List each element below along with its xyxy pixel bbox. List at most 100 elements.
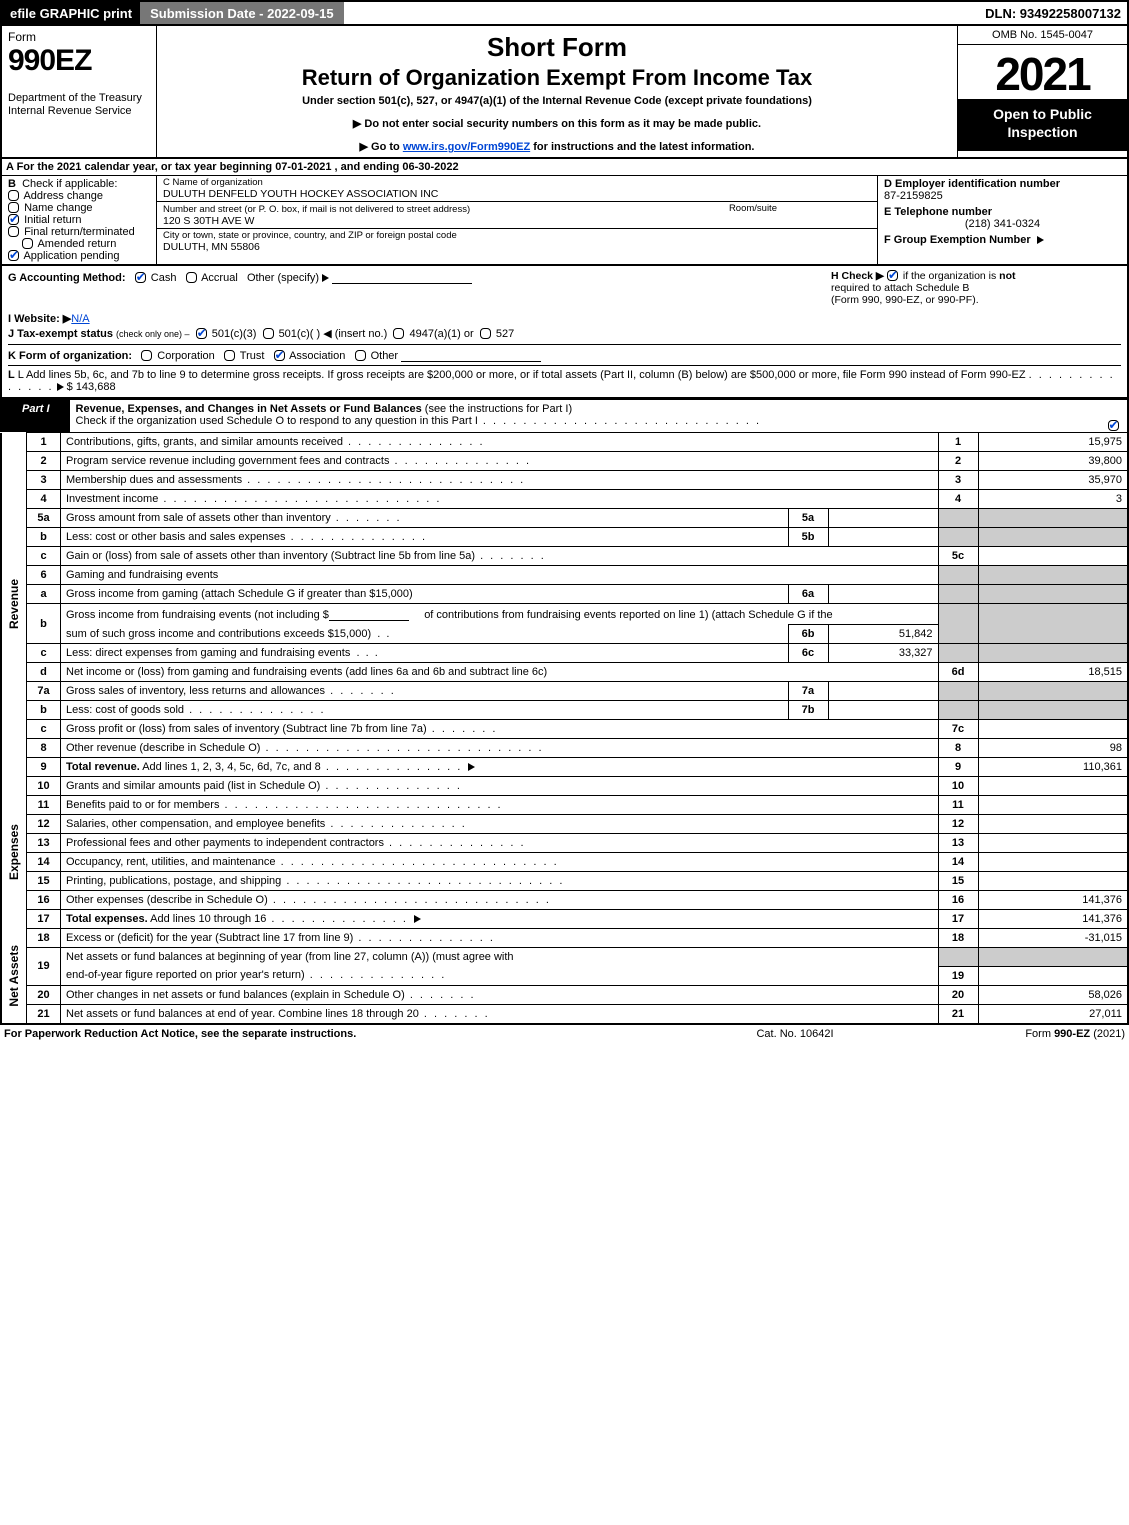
- lbl-501c: 501(c)( ): [279, 328, 321, 340]
- c-street-row: Number and street (or P. O. box, if mail…: [157, 202, 877, 229]
- h-text1: H Check ▶: [831, 270, 884, 282]
- l6b-blank[interactable]: [329, 607, 409, 621]
- l6b-desc3: sum of such gross income and contributio…: [61, 625, 789, 644]
- col-b: B Check if applicable: Address change Na…: [2, 176, 157, 264]
- chk-assoc[interactable]: [274, 350, 285, 361]
- f-row: F Group Exemption Number: [878, 232, 1127, 248]
- arrow-icon: [1037, 236, 1044, 244]
- l19-desc1: Net assets or fund balances at beginning…: [61, 948, 939, 967]
- chk-501c[interactable]: [263, 328, 274, 339]
- chk-amended-return[interactable]: [22, 238, 33, 249]
- l-row: L L Add lines 5b, 6c, and 7b to line 9 t…: [8, 365, 1121, 393]
- h-row: H Check ▶ if the organization is not req…: [821, 270, 1121, 306]
- chk-corp[interactable]: [141, 350, 152, 361]
- dots: [478, 415, 761, 427]
- chk-501c3[interactable]: [196, 328, 207, 339]
- l5b-num: b: [27, 528, 61, 547]
- chk-accrual[interactable]: [186, 272, 197, 283]
- other-specify-field[interactable]: [332, 270, 472, 284]
- l2-rnum: 2: [938, 452, 978, 471]
- l4-desc: Investment income: [61, 490, 939, 509]
- ein-value: 87-2159825: [884, 190, 943, 202]
- header-left: Form 990EZ Department of the Treasury In…: [2, 26, 157, 157]
- l4-rnum: 4: [938, 490, 978, 509]
- footer-form-pre: Form: [1025, 1028, 1054, 1040]
- link-pre: ▶ Go to: [360, 141, 403, 153]
- chk-other-org[interactable]: [355, 350, 366, 361]
- link-post: for instructions and the latest informat…: [530, 141, 754, 153]
- part-i-header: Part I Revenue, Expenses, and Changes in…: [0, 399, 1129, 432]
- l21-desc: Net assets or fund balances at end of ye…: [61, 1004, 939, 1024]
- form-title-long: Return of Organization Exempt From Incom…: [165, 65, 949, 91]
- l1-rval: 15,975: [978, 433, 1128, 452]
- l11-rval: [978, 796, 1128, 815]
- l5b-desc: Less: cost or other basis and sales expe…: [61, 528, 789, 547]
- l3-num: 3: [27, 471, 61, 490]
- f-label: F Group Exemption Number: [884, 234, 1031, 246]
- chk-527[interactable]: [480, 328, 491, 339]
- col-c: C Name of organization DULUTH DENFELD YO…: [157, 176, 877, 264]
- l5c-num: c: [27, 547, 61, 566]
- other-org-field[interactable]: [401, 348, 541, 362]
- line-10: Expenses 10 Grants and similar amounts p…: [1, 777, 1128, 796]
- i-label: I Website: ▶: [8, 313, 71, 325]
- c-street-cap: Number and street (or P. O. box, if mail…: [163, 204, 470, 215]
- line-6d: d Net income or (loss) from gaming and f…: [1, 663, 1128, 682]
- chk-schedule-o[interactable]: [1108, 420, 1119, 431]
- h-text4: (Form 990, 990-EZ, or 990-PF).: [831, 294, 979, 306]
- irs-link[interactable]: www.irs.gov/Form990EZ: [403, 141, 530, 153]
- e-label: E Telephone number: [884, 206, 992, 218]
- chk-cash[interactable]: [135, 272, 146, 283]
- g-row: G Accounting Method: Cash Accrual Other …: [8, 270, 821, 306]
- line-7a: 7a Gross sales of inventory, less return…: [1, 682, 1128, 701]
- b-label: B: [8, 178, 16, 190]
- l7a-inlab: 7a: [788, 682, 828, 701]
- chk-sched-b[interactable]: [887, 270, 898, 281]
- l13-num: 13: [27, 834, 61, 853]
- l6a-num: a: [27, 585, 61, 604]
- chk-final-return[interactable]: [8, 226, 19, 237]
- l16-desc: Other expenses (describe in Schedule O): [61, 891, 939, 910]
- l19-num: 19: [27, 948, 61, 986]
- form-note-link: ▶ Go to www.irs.gov/Form990EZ for instru…: [165, 140, 949, 153]
- l5b-rnum: [938, 528, 978, 547]
- line-6: 6 Gaming and fundraising events: [1, 566, 1128, 585]
- l6c-desc: Less: direct expenses from gaming and fu…: [61, 644, 789, 663]
- l6c-inlab: 6c: [788, 644, 828, 663]
- lbl-501c3: 501(c)(3): [212, 328, 257, 340]
- chk-trust[interactable]: [224, 350, 235, 361]
- l6a-rval: [978, 585, 1128, 604]
- header-mid: Short Form Return of Organization Exempt…: [157, 26, 957, 157]
- l8-desc: Other revenue (describe in Schedule O): [61, 739, 939, 758]
- form-note-ssn: ▶ Do not enter social security numbers o…: [165, 117, 949, 130]
- chk-address-change[interactable]: [8, 190, 19, 201]
- chk-app-pending[interactable]: [8, 250, 19, 261]
- arrow-icon: [468, 763, 475, 771]
- lbl-initial-return: Initial return: [24, 214, 81, 226]
- lbl-name-change: Name change: [24, 202, 93, 214]
- arrow-icon: [414, 915, 421, 923]
- header-right: OMB No. 1545-0047 2021 Open to Public In…: [957, 26, 1127, 157]
- section-ghijkl: G Accounting Method: Cash Accrual Other …: [0, 266, 1129, 399]
- line-19b: end-of-year figure reported on prior yea…: [1, 966, 1128, 985]
- line-8: 8 Other revenue (describe in Schedule O)…: [1, 739, 1128, 758]
- dept-treasury: Department of the Treasury Internal Reve…: [8, 92, 150, 118]
- tax-year: 2021: [958, 45, 1127, 99]
- l8-rnum: 8: [938, 739, 978, 758]
- l11-rnum: 11: [938, 796, 978, 815]
- l6a-rnum: [938, 585, 978, 604]
- chk-4947[interactable]: [393, 328, 404, 339]
- lbl-4947: 4947(a)(1) or: [409, 328, 473, 340]
- l14-rnum: 14: [938, 853, 978, 872]
- col-def: D Employer identification number 87-2159…: [877, 176, 1127, 264]
- line-17: 17 Total expenses. Add lines 10 through …: [1, 910, 1128, 929]
- l10-desc: Grants and similar amounts paid (list in…: [61, 777, 939, 796]
- l5a-inlab: 5a: [788, 509, 828, 528]
- l2-rval: 39,800: [978, 452, 1128, 471]
- chk-initial-return[interactable]: [8, 214, 19, 225]
- arrow-icon: [57, 383, 64, 391]
- form-subtitle: Under section 501(c), 527, or 4947(a)(1)…: [165, 95, 949, 107]
- omb-number: OMB No. 1545-0047: [958, 26, 1127, 45]
- c-name-cap: C Name of organization: [163, 177, 871, 188]
- l7a-inval: [828, 682, 938, 701]
